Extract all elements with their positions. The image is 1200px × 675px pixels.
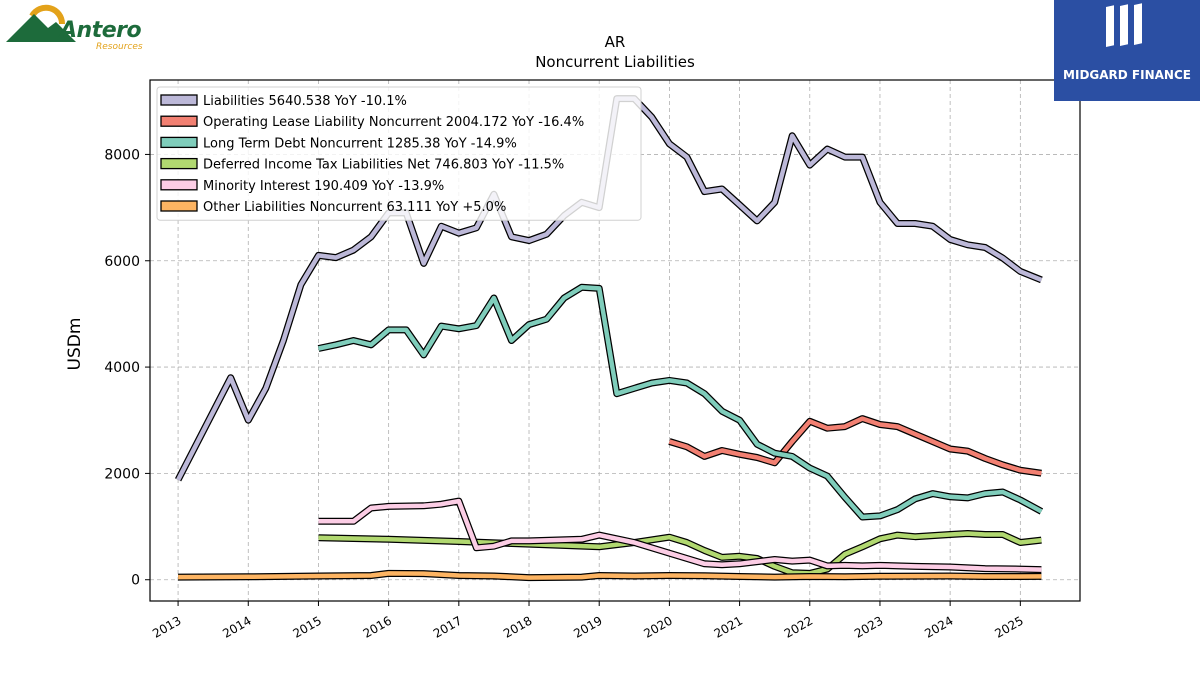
series-line bbox=[178, 571, 1042, 580]
series-line bbox=[668, 416, 1042, 476]
antero-logo: Antero Resources bbox=[4, 4, 154, 54]
x-tick-label: 2018 bbox=[501, 613, 534, 640]
x-tick-label: 2021 bbox=[712, 613, 745, 640]
legend-swatch bbox=[160, 136, 198, 149]
x-tick-label: 2014 bbox=[220, 613, 253, 640]
legend-swatch bbox=[160, 200, 198, 212]
legend-swatch bbox=[160, 94, 198, 106]
chart-title: AR bbox=[605, 33, 626, 51]
x-tick-label: 2013 bbox=[150, 613, 183, 640]
x-tick-label: 2025 bbox=[992, 613, 1025, 640]
midgard-finance-logo: MIDGARD FINANCE bbox=[1054, 0, 1200, 101]
y-tick-label: 6000 bbox=[104, 254, 140, 270]
legend: Liabilities 5640.538 YoY -10.1% Operating… bbox=[156, 86, 642, 221]
x-tick-label: 2023 bbox=[852, 613, 885, 640]
legend-swatch bbox=[160, 179, 198, 191]
y-tick-label: 8000 bbox=[104, 147, 140, 163]
legend-swatch bbox=[160, 115, 198, 127]
x-tick-label: 2017 bbox=[431, 613, 464, 640]
legend-box bbox=[156, 86, 642, 221]
x-tick-label: 2015 bbox=[290, 613, 323, 640]
legend-entry: Long Term Debt Noncurrent 1285.38 YoY -1… bbox=[203, 136, 517, 151]
series-group bbox=[174, 95, 1044, 582]
x-tick-label: 2019 bbox=[571, 613, 604, 640]
legend-entry: Operating Lease Liability Noncurrent 200… bbox=[203, 115, 584, 130]
legend-swatch bbox=[160, 157, 198, 170]
midgard-emblem-icon bbox=[1106, 3, 1142, 47]
legend-entry: Minority Interest 190.409 YoY -13.9% bbox=[203, 179, 444, 194]
series-line bbox=[318, 531, 1042, 576]
plot-area: 0 2000 4000 6000 8000 2013 2014 2015 2016 2017 201… bbox=[104, 79, 1081, 641]
y-axis-label: USDm bbox=[65, 318, 85, 371]
plot-frame bbox=[149, 79, 1081, 602]
x-tick-label: 2022 bbox=[782, 613, 815, 640]
legend-entry: Other Liabilities Noncurrent 63.111 YoY … bbox=[203, 200, 506, 215]
midgard-logo-text: MIDGARD FINANCE bbox=[1063, 68, 1191, 82]
series-line bbox=[318, 285, 1043, 520]
x-tick-label: 2020 bbox=[641, 613, 674, 640]
y-tick-label: 0 bbox=[131, 573, 140, 589]
x-tick-label: 2024 bbox=[922, 613, 955, 640]
series-line bbox=[318, 498, 1042, 572]
y-tick-label: 4000 bbox=[104, 360, 140, 376]
legend-entry: Liabilities 5640.538 YoY -10.1% bbox=[203, 94, 407, 109]
series-line-outline bbox=[668, 415, 1042, 477]
chart-subtitle: Noncurrent Liabilities bbox=[535, 53, 695, 71]
x-tick-label: 2016 bbox=[361, 613, 394, 640]
legend-entry: Deferred Income Tax Liabilities Net 746.… bbox=[203, 158, 564, 173]
mountain-logo-icon bbox=[6, 4, 76, 42]
antero-logo-subtext: Resources bbox=[96, 42, 143, 52]
series-line-outline bbox=[317, 283, 1044, 521]
y-tick-label: 2000 bbox=[104, 466, 140, 482]
antero-logo-text: Antero bbox=[60, 18, 142, 43]
